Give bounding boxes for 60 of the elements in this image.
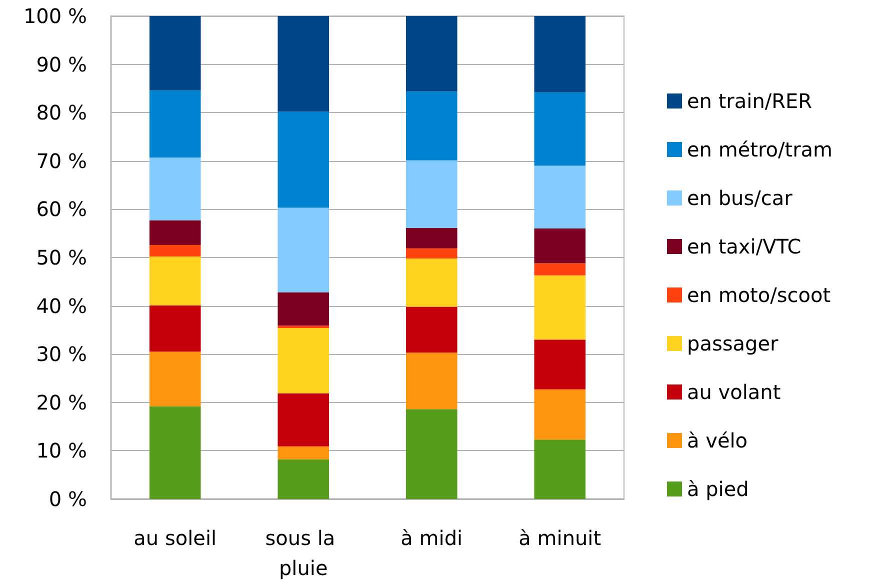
legend-label: en métro/tram (687, 138, 833, 162)
bar (278, 446, 330, 460)
bar (149, 305, 201, 352)
bar (534, 92, 586, 166)
bar (149, 16, 201, 90)
bar (406, 258, 458, 307)
y-tick-label: 20 % (36, 390, 87, 414)
legend-label: en bus/car (687, 186, 794, 210)
bar (278, 292, 330, 326)
bar (149, 158, 201, 220)
bar (149, 256, 201, 306)
y-tick-label: 30 % (36, 342, 87, 366)
y-tick-label: 70 % (36, 148, 87, 173)
legend-label: en taxi/VTC (687, 234, 802, 258)
bar (534, 275, 586, 340)
bar (149, 406, 201, 499)
bar (406, 306, 458, 353)
x-tick-label: sous la pluie (265, 526, 342, 580)
bar (406, 91, 458, 160)
bar (406, 248, 458, 258)
bar (149, 220, 201, 245)
x-tick-label: au soleil (134, 526, 217, 550)
bar (278, 208, 330, 292)
legend-label: passager (687, 332, 780, 356)
y-tick-label: 50 % (36, 246, 87, 270)
x-tick-label: à midi (400, 526, 463, 550)
bar (534, 389, 586, 440)
legend-label: à pied (687, 477, 749, 501)
bar (534, 166, 586, 229)
bar (534, 440, 586, 499)
bar (278, 393, 330, 446)
bar (534, 16, 586, 92)
bar (406, 16, 458, 92)
x-tick-label: à minuit (518, 526, 602, 550)
bar (406, 228, 458, 248)
legend-label: en train/RER (687, 89, 812, 113)
legend-label: au volant (687, 380, 781, 404)
bar (534, 340, 586, 390)
bar (278, 112, 330, 208)
y-tick-label: 90 % (36, 52, 87, 76)
y-tick-label: 40 % (36, 294, 87, 318)
y-tick-label: 60 % (36, 197, 87, 222)
bar (278, 326, 330, 328)
y-tick-label: 80 % (36, 100, 87, 125)
bar (406, 409, 458, 499)
bar (278, 328, 330, 394)
bar (149, 90, 201, 158)
bar (534, 228, 586, 264)
bar (534, 263, 586, 276)
bar (149, 244, 201, 257)
bar (406, 160, 458, 228)
y-tick-label: 0 % (48, 487, 87, 511)
bar (149, 352, 201, 406)
bar (278, 16, 330, 112)
bar (278, 459, 330, 499)
y-tick-label: 100 % (23, 4, 87, 28)
bar (406, 352, 458, 410)
y-tick-label: 10 % (36, 438, 87, 463)
legend-label: en moto/scoot (687, 283, 831, 307)
legend-label: à vélo (687, 428, 748, 452)
